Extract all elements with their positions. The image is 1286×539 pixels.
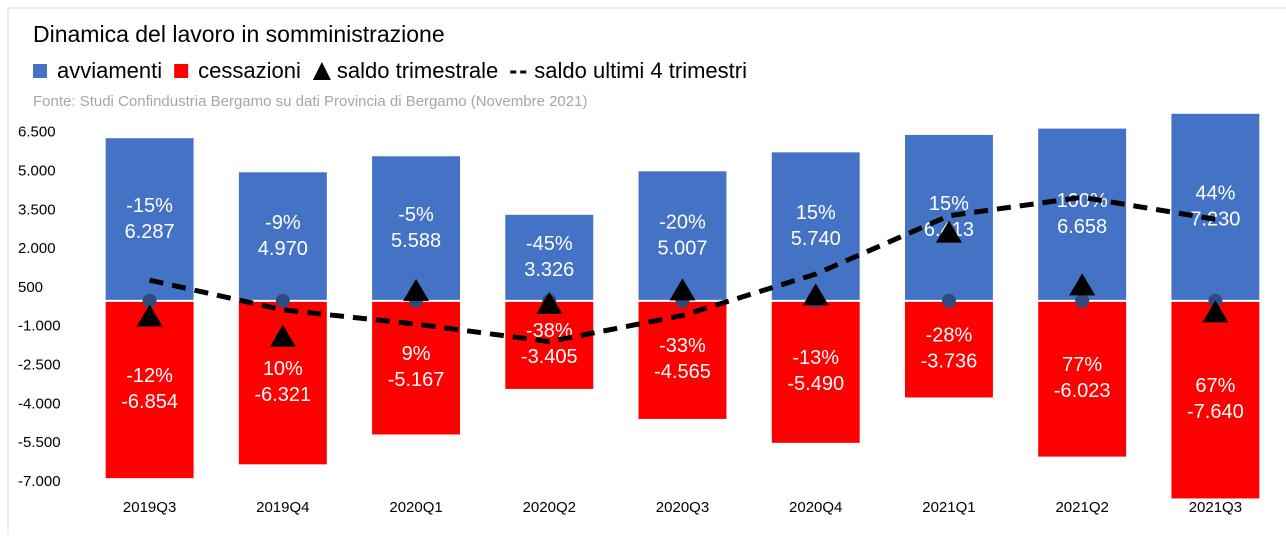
change-label: -20% [659, 211, 706, 233]
bar [904, 300, 993, 398]
chart-title: Dinamica del lavoro in somministrazione [33, 21, 445, 47]
bar [105, 300, 194, 479]
marker [269, 324, 296, 347]
legend-label: cessazioni [198, 58, 301, 83]
value-label: -5.167 [388, 369, 445, 391]
bar [372, 156, 461, 301]
bar [638, 300, 727, 419]
x-tick-label: 2020Q4 [789, 499, 842, 516]
legend-label: saldo trimestrale [337, 58, 498, 83]
marker [935, 220, 962, 243]
marker [536, 291, 563, 314]
zero-dot [941, 293, 956, 308]
y-tick-label: -1.000 [18, 318, 61, 335]
chart-frame [7, 7, 1286, 539]
y-tick-label: -7.000 [18, 473, 61, 490]
value-label: -5.490 [787, 373, 844, 395]
change-label: 44% [1195, 183, 1235, 205]
change-label: 10% [263, 358, 303, 380]
bar [1171, 113, 1260, 301]
y-tick-label: 5.000 [18, 162, 56, 179]
change-label: -28% [926, 324, 973, 346]
x-tick-label: 2021Q3 [1189, 499, 1242, 516]
marker [669, 278, 696, 301]
x-tick-label: 2019Q4 [256, 499, 309, 516]
x-tick-label: 2019Q3 [123, 499, 176, 516]
value-label: -7.640 [1187, 401, 1244, 423]
change-label: -9% [265, 212, 301, 234]
value-label: -4.565 [654, 361, 711, 383]
value-label: 6.658 [1057, 216, 1107, 238]
value-label: 6.287 [125, 221, 175, 243]
value-label: 7.230 [1190, 209, 1240, 231]
y-tick-label: -2.500 [18, 356, 61, 373]
bar [238, 172, 327, 301]
legend-swatch [33, 64, 47, 78]
value-label: 5.007 [657, 237, 707, 259]
y-tick-label: 6.500 [18, 124, 56, 141]
legend-label: avviamenti [57, 58, 162, 83]
legend-swatch [312, 62, 331, 80]
change-label: -12% [126, 365, 173, 387]
change-label: 15% [796, 202, 836, 224]
value-label: -3.736 [921, 350, 978, 372]
value-label: 5.588 [391, 230, 441, 252]
y-tick-label: 500 [18, 279, 43, 296]
change-label: -5% [398, 204, 434, 226]
value-label: 4.970 [258, 238, 308, 260]
zero-dot [142, 293, 157, 308]
bar [771, 300, 860, 443]
bar [505, 214, 594, 301]
marker [403, 278, 430, 301]
x-tick-label: 2020Q2 [523, 499, 576, 516]
bar [1038, 128, 1127, 301]
x-tick-label: 2021Q2 [1055, 499, 1108, 516]
zero-dot [1075, 293, 1090, 308]
line [149, 194, 1216, 345]
change-label: -13% [792, 347, 839, 369]
x-tick-label: 2021Q1 [922, 499, 975, 516]
x-tick-label: 2020Q1 [389, 499, 442, 516]
x-tick-label: 2020Q3 [656, 499, 709, 516]
y-tick-label: 2.000 [18, 240, 56, 257]
change-label: -33% [659, 335, 706, 357]
value-label: 3.326 [524, 259, 574, 281]
source: Fonte: Studi Confindustria Bergamo su da… [33, 93, 587, 110]
change-label: 77% [1062, 354, 1102, 376]
bar [904, 134, 993, 301]
marker [802, 283, 829, 306]
change-label: 9% [402, 343, 431, 365]
y-tick-label: -5.500 [18, 434, 61, 451]
value-label: 5.740 [791, 228, 841, 250]
change-label: 100% [1057, 190, 1108, 212]
y-tick-label: 3.500 [18, 201, 56, 218]
bar [1171, 300, 1260, 499]
bar [771, 152, 860, 301]
bar [105, 138, 194, 301]
marker [136, 304, 163, 327]
change-label: -38% [526, 320, 573, 342]
marker [1202, 300, 1229, 323]
y-tick-label: -4.000 [18, 395, 61, 412]
change-label: 67% [1195, 375, 1235, 397]
change-label: -45% [526, 233, 573, 255]
value-label: -6.321 [254, 384, 311, 406]
change-label: -15% [126, 195, 173, 217]
value-label: -6.023 [1054, 380, 1111, 402]
legend-label: saldo ultimi 4 trimestri [534, 58, 747, 83]
bar [505, 300, 594, 389]
zero-dot [275, 293, 290, 308]
legend-swatch [174, 64, 189, 78]
bar [1038, 300, 1127, 457]
marker [1069, 273, 1096, 296]
value-label: -6.854 [121, 391, 178, 413]
value-label: -3.405 [521, 346, 578, 368]
change-label: 15% [929, 193, 969, 215]
